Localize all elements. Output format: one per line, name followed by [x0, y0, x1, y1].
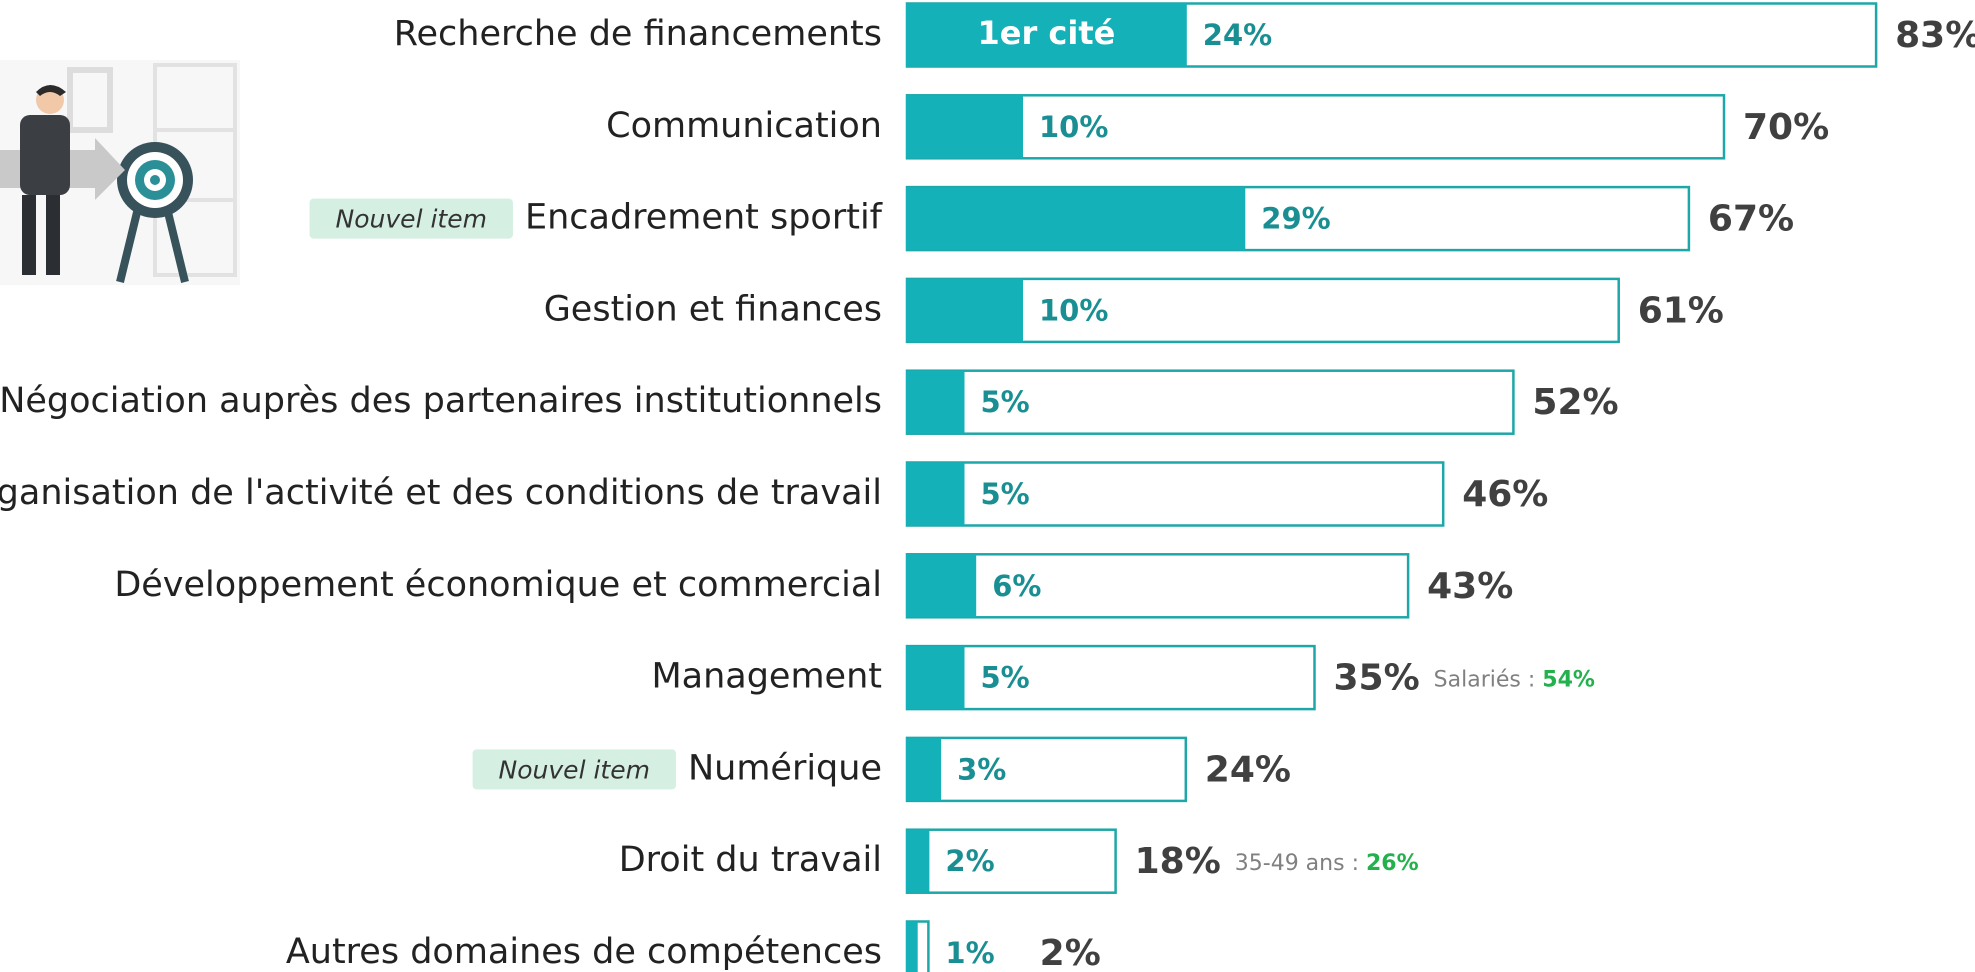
category-label: Autres domaines de compétences	[286, 932, 882, 972]
category-label: Droit du travail	[619, 840, 882, 880]
total-value-label: 83%	[1895, 15, 1975, 56]
first-value-label: 3%	[957, 752, 1006, 786]
first-bar	[906, 646, 965, 710]
annotation-value: 26%	[1366, 851, 1419, 876]
total-value-label: 61%	[1638, 290, 1724, 331]
first-bar	[906, 187, 1246, 251]
illustration	[0, 60, 240, 285]
total-bar	[905, 461, 1445, 527]
category-label: Négociation auprès des partenaires insti…	[0, 381, 882, 421]
category-label: Communication	[606, 106, 882, 146]
first-bar	[906, 829, 930, 893]
total-bar	[905, 828, 1117, 894]
total-bar	[905, 736, 1188, 803]
total-value-label: 46%	[1462, 474, 1548, 515]
category-label: Numérique	[688, 748, 882, 788]
category-label: Organisation de l'activité et des condit…	[0, 473, 882, 513]
total-value-label: 24%	[1205, 749, 1291, 790]
total-value-label: 18%	[1135, 841, 1221, 882]
first-value-label: 10%	[1039, 293, 1108, 327]
first-value-label: 5%	[981, 477, 1030, 511]
first-value-label: 5%	[981, 385, 1030, 419]
annotation-text: Salariés :	[1434, 668, 1536, 693]
total-value-label: 2%	[1040, 933, 1101, 972]
total-bar	[905, 553, 1410, 619]
total-value-label: 67%	[1708, 199, 1794, 240]
tag-background	[309, 198, 513, 239]
tag-label: Nouvel item	[336, 205, 487, 234]
total-bar	[905, 94, 1726, 160]
annotation-value: 54%	[1542, 668, 1595, 693]
first-value-label: 5%	[981, 661, 1030, 695]
first-bar	[906, 554, 977, 618]
first-value-label: 1%	[945, 936, 994, 970]
first-bar	[906, 95, 1023, 159]
tag-label: Nouvel item	[499, 755, 650, 784]
first-bar	[906, 737, 942, 801]
first-bar	[906, 370, 965, 434]
first-bar	[906, 3, 1187, 67]
first-bar	[906, 278, 1023, 342]
first-value-label: 6%	[992, 569, 1041, 603]
total-value-label: 43%	[1427, 566, 1513, 607]
category-label: Développement économique et commercial	[114, 565, 882, 605]
first-value-label: 2%	[945, 844, 994, 878]
first-bar	[906, 462, 965, 526]
first-value-label: 10%	[1039, 110, 1108, 144]
new-item-tag: Nouvel item	[309, 198, 513, 239]
total-value-label: 35%	[1334, 658, 1420, 699]
tag-background	[472, 749, 676, 790]
total-bar	[905, 277, 1620, 344]
first-value-label: 24%	[1203, 18, 1272, 52]
category-label: Recherche de financements	[394, 14, 882, 54]
first-cited-label: 1er cité	[977, 14, 1115, 52]
total-value-label: 52%	[1532, 382, 1618, 423]
first-value-label: 29%	[1261, 202, 1330, 236]
new-item-tag: Nouvel item	[472, 749, 676, 790]
category-label: Encadrement sportif	[525, 198, 883, 238]
first-bar	[906, 921, 918, 972]
annotation-text: 35-49 ans :	[1235, 851, 1359, 876]
total-value-label: 70%	[1743, 107, 1829, 148]
category-label: Management	[651, 657, 882, 697]
category-label: Gestion et finances	[544, 289, 882, 329]
total-bar	[905, 644, 1316, 711]
